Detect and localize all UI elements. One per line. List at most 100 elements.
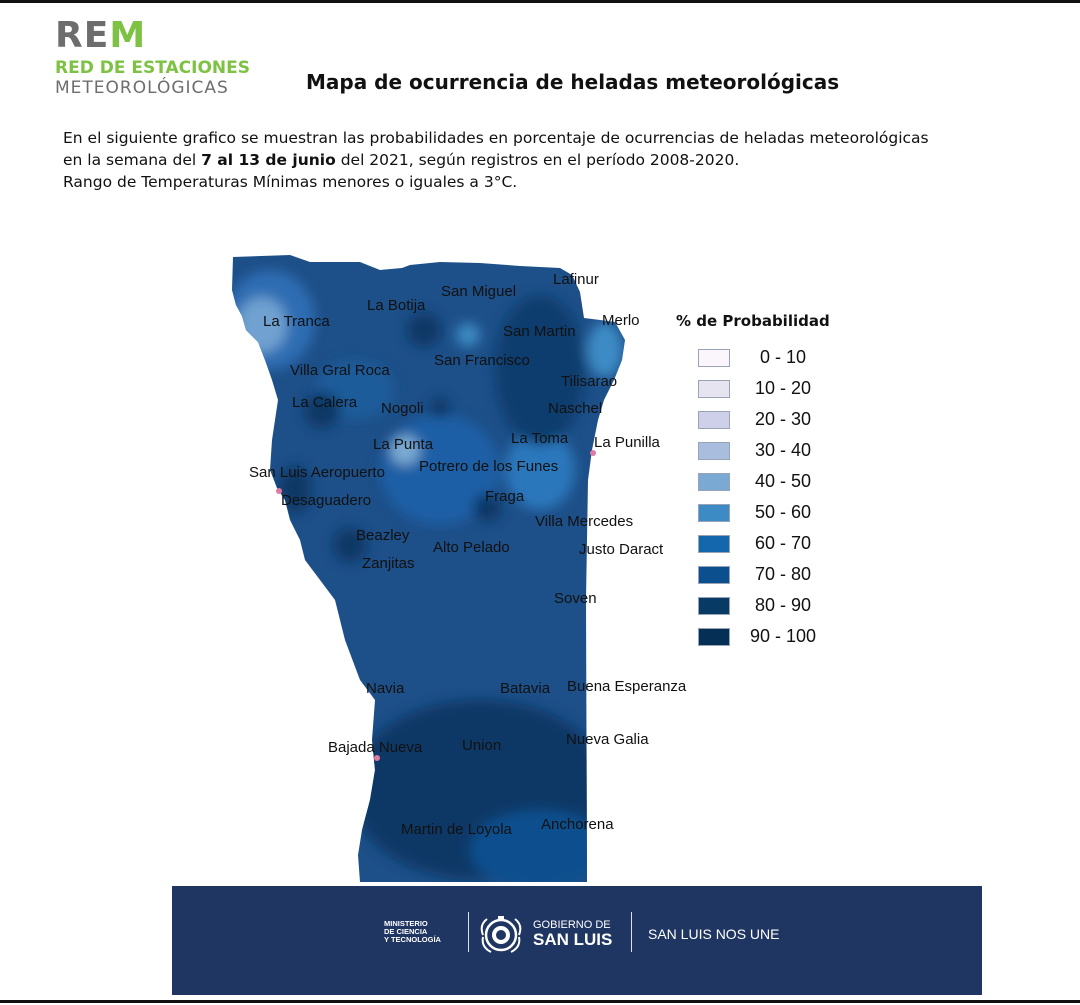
label-naschel: Naschel bbox=[548, 400, 602, 417]
footer-divider bbox=[631, 912, 632, 952]
label-la-calera: La Calera bbox=[292, 394, 358, 411]
label-zanjitas: Zanjitas bbox=[362, 555, 415, 572]
label-fraga: Fraga bbox=[485, 488, 525, 505]
legend-swatch bbox=[698, 410, 730, 429]
ministry-line3: Y TECNOLOGÍA bbox=[384, 935, 441, 944]
legend-label: 0 - 10 bbox=[759, 347, 807, 367]
province-seal-icon bbox=[480, 916, 522, 953]
label-desaguadero: Desaguadero bbox=[281, 492, 371, 509]
zone-beazley-dark bbox=[333, 528, 367, 562]
legend-swatch bbox=[698, 441, 730, 460]
ministry-line1: MINISTERIO bbox=[384, 919, 428, 928]
legend-swatch bbox=[698, 348, 730, 367]
label-la-botija: La Botija bbox=[367, 297, 426, 314]
label-anchorena: Anchorena bbox=[541, 816, 614, 833]
label-tilisarao: Tilisarao bbox=[561, 373, 617, 390]
label-soven: Soven bbox=[554, 590, 597, 607]
label-villa-mercedes: Villa Mercedes bbox=[535, 513, 633, 530]
legend-swatch bbox=[698, 503, 730, 522]
label-villa-gral-roca: Villa Gral Roca bbox=[290, 362, 390, 379]
footer-banner: MINISTERIO DE CIENCIA Y TECNOLOGÍA GOBIE… bbox=[172, 886, 982, 995]
legend-item: 20 - 30 bbox=[698, 404, 830, 435]
label-la-tranca: La Tranca bbox=[263, 313, 330, 330]
legend-swatch bbox=[698, 565, 730, 584]
legend-label: 10 - 20 bbox=[754, 378, 812, 398]
zone-la-punta-light bbox=[390, 435, 420, 465]
station-marker-bajada-nueva bbox=[374, 755, 380, 761]
label-alto-pelado: Alto Pelado bbox=[433, 539, 510, 556]
description-line2: en la semana del 7 al 13 de junio del 20… bbox=[63, 149, 1023, 171]
government-line1: GOBIERNO DE bbox=[533, 919, 611, 931]
legend-item: 80 - 90 bbox=[698, 590, 830, 621]
label-navia: Navia bbox=[366, 680, 405, 697]
zone-desaguadero-dark bbox=[279, 466, 311, 514]
zone-potrero bbox=[505, 430, 575, 510]
legend-item: 10 - 20 bbox=[698, 373, 830, 404]
station-marker-aeropuerto bbox=[276, 488, 282, 494]
label-san-francisco: San Francisco bbox=[434, 352, 530, 369]
zone-la-calera-dark bbox=[304, 392, 340, 428]
legend-label: 60 - 70 bbox=[754, 533, 812, 553]
footer-divider bbox=[468, 912, 469, 952]
label-batavia: Batavia bbox=[500, 680, 551, 697]
legend-label: 30 - 40 bbox=[754, 440, 812, 460]
zone-merlo bbox=[587, 322, 623, 378]
legend-item: 50 - 60 bbox=[698, 497, 830, 528]
logo-line2: METEOROLÓGICAS bbox=[55, 78, 229, 98]
legend-item: 40 - 50 bbox=[698, 466, 830, 497]
label-san-luis-aeropuerto: San Luis Aeropuerto bbox=[249, 464, 385, 481]
legend: % de Probabilidad 0 - 10 10 - 20 20 - 30… bbox=[676, 312, 830, 652]
logo-rem-suffix: M bbox=[109, 15, 147, 56]
legend-swatch bbox=[698, 627, 730, 646]
frost-map: Lafinur San Miguel La Botija La Tranca S… bbox=[232, 255, 687, 882]
slogan: SAN LUIS NOS UNE bbox=[648, 926, 780, 942]
description-line2-pre: en la semana del bbox=[63, 151, 202, 169]
label-merlo: Merlo bbox=[602, 312, 640, 329]
station-marker-la-punilla bbox=[590, 450, 596, 456]
logo-rem-prefix: RE bbox=[55, 15, 110, 56]
zone-la-botija-dark bbox=[407, 313, 441, 347]
label-bajada-nueva: Bajada Nueva bbox=[328, 739, 423, 756]
legend-label: 40 - 50 bbox=[754, 471, 812, 491]
ministry-label: MINISTERIO DE CIENCIA Y TECNOLOGÍA bbox=[384, 920, 441, 944]
logo-line1: RED DE ESTACIONES bbox=[55, 58, 251, 78]
top-border bbox=[0, 0, 1080, 3]
legend-swatch bbox=[698, 379, 730, 398]
zone-anchorena bbox=[470, 810, 610, 882]
government-line2: SAN LUIS bbox=[533, 930, 613, 949]
label-lafinur: Lafinur bbox=[553, 271, 599, 288]
label-la-punilla: La Punilla bbox=[594, 434, 661, 451]
page-title: Mapa de ocurrencia de heladas meteorológ… bbox=[306, 70, 840, 94]
ministry-line2: DE CIENCIA bbox=[384, 927, 428, 936]
legend-item: 90 - 100 bbox=[698, 621, 830, 652]
label-justo-daract: Justo Daract bbox=[579, 541, 664, 558]
legend-label: 90 - 100 bbox=[749, 626, 817, 646]
label-la-toma: La Toma bbox=[511, 430, 569, 447]
legend-swatch bbox=[698, 534, 730, 553]
description-date-range: 7 al 13 de junio bbox=[201, 151, 336, 169]
label-martin-de-loyola: Martin de Loyola bbox=[401, 821, 513, 838]
description-line3: Rango de Temperaturas Mínimas menores o … bbox=[63, 173, 518, 191]
label-union: Union bbox=[462, 737, 501, 754]
label-beazley: Beazley bbox=[356, 527, 410, 544]
zone-san-francisco-light bbox=[456, 323, 480, 347]
government-label: GOBIERNO DE SAN LUIS bbox=[533, 919, 612, 949]
legend-item: 60 - 70 bbox=[698, 528, 830, 559]
legend-title: % de Probabilidad bbox=[676, 312, 830, 330]
legend-swatch bbox=[698, 596, 730, 615]
bottom-border bbox=[0, 1000, 1080, 1003]
probability-surface bbox=[232, 255, 625, 882]
description-line1: En el siguiente grafico se muestran las … bbox=[63, 129, 929, 147]
label-potrero-de-los-funes: Potrero de los Funes bbox=[419, 458, 558, 475]
label-san-miguel: San Miguel bbox=[441, 283, 516, 300]
zone-san-martin-dark bbox=[495, 295, 585, 445]
legend-label: 80 - 90 bbox=[754, 595, 812, 615]
legend-item: 30 - 40 bbox=[698, 435, 830, 466]
description: En el siguiente grafico se muestran las … bbox=[63, 127, 1023, 193]
zone-nogoli-dark bbox=[430, 398, 450, 418]
legend-label: 20 - 30 bbox=[754, 409, 812, 429]
label-nueva-galia: Nueva Galia bbox=[566, 731, 649, 748]
label-nogoli: Nogoli bbox=[381, 400, 424, 417]
legend-label: 70 - 80 bbox=[754, 564, 812, 584]
label-san-martin: San Martin bbox=[503, 323, 576, 340]
